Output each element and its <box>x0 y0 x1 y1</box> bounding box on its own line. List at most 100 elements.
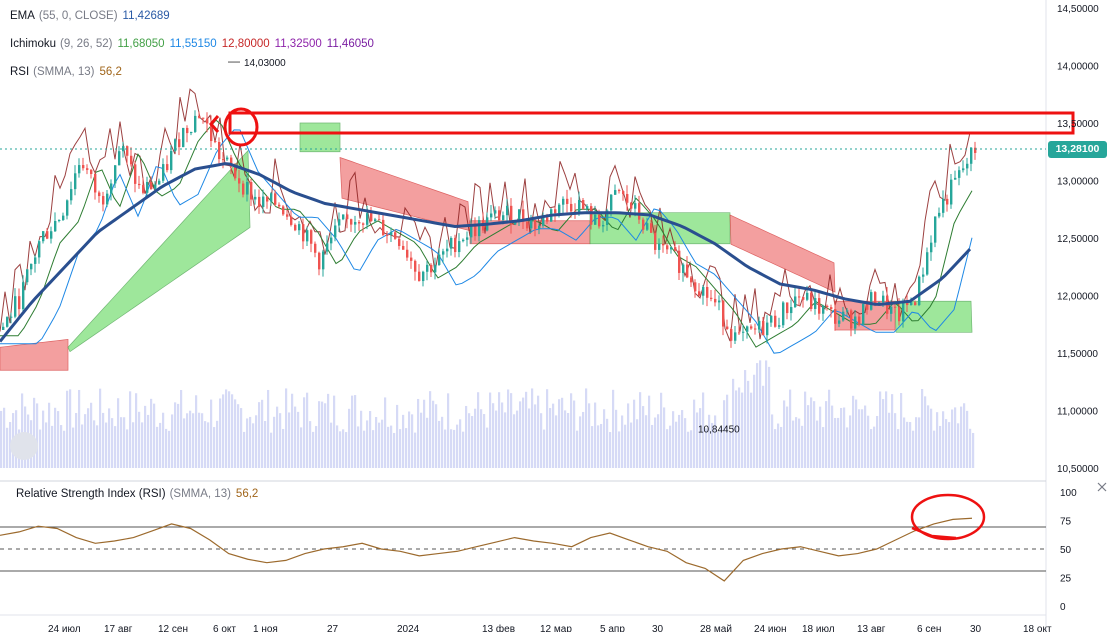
candle-body <box>274 193 277 205</box>
candlestick-series <box>2 110 977 348</box>
legend-ichimoku-value-1: 11,68050 <box>117 38 165 50</box>
price-tick-label: 12,50000 <box>1057 234 1099 245</box>
candle-body <box>238 178 241 184</box>
candle-body <box>222 159 225 161</box>
volume-bar <box>630 422 633 468</box>
candle-body <box>110 183 113 194</box>
rsi-arrow-annotation[interactable] <box>911 526 957 540</box>
volume-bar <box>285 388 288 468</box>
volume-bar <box>942 411 945 468</box>
legend-ema[interactable]: EMA (55, 0, CLOSE) 11,42689 <box>10 10 170 22</box>
candle-body <box>946 198 949 205</box>
tradingview-logo-icon[interactable] <box>10 432 38 460</box>
volume-bar <box>576 430 579 468</box>
volume-bar <box>135 393 138 468</box>
candle-body <box>658 243 661 250</box>
volume-bar <box>966 410 969 468</box>
volume-bar <box>474 408 477 468</box>
candle-body <box>26 269 29 283</box>
candle-body <box>398 238 401 246</box>
candle-body <box>646 223 649 230</box>
volume-bar <box>441 416 444 468</box>
volume-bar <box>303 397 306 468</box>
volume-bar <box>393 432 396 468</box>
volume-bar <box>504 412 507 468</box>
candle-body <box>190 131 193 134</box>
volume-bar <box>864 405 867 468</box>
volume-bar <box>768 366 771 468</box>
arrow-annotation[interactable] <box>209 115 220 133</box>
volume-bar <box>42 410 45 468</box>
volume-bar <box>396 404 399 468</box>
candle-body <box>430 264 433 273</box>
volume-bar <box>477 392 480 468</box>
candle-body <box>514 221 517 225</box>
volume-bar <box>255 415 258 468</box>
volume-bar <box>663 407 666 468</box>
volume-bar <box>405 428 408 468</box>
candle-body <box>838 320 841 324</box>
candle-body <box>730 329 733 341</box>
candle-body <box>762 320 765 336</box>
volume-bar <box>465 405 468 468</box>
volume-bar <box>720 427 723 468</box>
candle-body <box>834 309 837 324</box>
volume-bar <box>636 419 639 468</box>
candle-body <box>338 219 341 226</box>
candle-body <box>290 216 293 225</box>
candle-body <box>86 168 89 170</box>
legend-rsi-name: RSI <box>10 66 30 78</box>
candle-body <box>6 317 9 327</box>
resistance-box-annotation[interactable] <box>228 111 1075 135</box>
volume-bar <box>957 423 960 468</box>
volume-bar <box>594 402 597 468</box>
candle-body <box>118 151 121 166</box>
candle-body <box>378 219 381 221</box>
candle-body <box>298 224 301 231</box>
time-axis: 24 июл 17 авг 12 сен 6 окт 1 ноя 27 2024 13 фев… <box>48 623 1052 632</box>
volume-bar <box>606 418 609 468</box>
volume-bar <box>462 431 465 468</box>
volume-bar <box>711 422 714 468</box>
rsi-pane-title[interactable]: Relative Strength Index (RSI) (SMMA, 13) 5… <box>16 488 258 500</box>
candle-body <box>818 298 821 314</box>
candle-body <box>518 209 521 222</box>
candle-body <box>134 164 137 184</box>
circle-annotation[interactable] <box>223 107 259 147</box>
candle-body <box>106 193 109 205</box>
volume-bar <box>510 393 513 468</box>
volume-bar <box>390 425 393 468</box>
volume-bar <box>564 410 567 468</box>
candle-body <box>38 241 41 258</box>
legend-rsi[interactable]: RSI (SMMA, 13) 56,2 <box>10 66 122 78</box>
candle-body <box>158 180 161 185</box>
rsi-circle-annotation[interactable] <box>910 493 986 541</box>
candle-body <box>842 311 845 321</box>
candle-body <box>10 316 13 318</box>
legend-ichimoku-value-3: 12,80000 <box>221 38 270 50</box>
volume-bar <box>387 426 390 468</box>
legend-ichimoku-value-2: 11,55150 <box>169 38 217 50</box>
legend-ichimoku[interactable]: Ichimoku (9, 26, 52) 11,68050 11,55150 12,80… <box>10 38 374 50</box>
candle-body <box>686 264 689 278</box>
candle-body <box>614 190 617 195</box>
volume-bar <box>570 393 573 468</box>
candle-body <box>366 213 369 225</box>
candle-body <box>218 141 221 160</box>
volume-bar <box>900 393 903 468</box>
price-tick-label: 13,50000 <box>1057 119 1099 130</box>
volume-bar <box>108 408 111 468</box>
ema-line <box>0 162 972 343</box>
candle-body <box>942 198 945 213</box>
volume-bar <box>498 392 501 468</box>
legend-rsi-value: 56,2 <box>99 66 122 78</box>
candle-body <box>46 231 49 239</box>
candle-body <box>286 214 289 217</box>
volume-bar <box>21 393 24 468</box>
volume-bar <box>804 391 807 468</box>
close-icon[interactable] <box>1097 482 1107 492</box>
volume-bar <box>774 429 777 468</box>
volume-bar <box>681 410 684 468</box>
volume-bar <box>159 422 162 468</box>
